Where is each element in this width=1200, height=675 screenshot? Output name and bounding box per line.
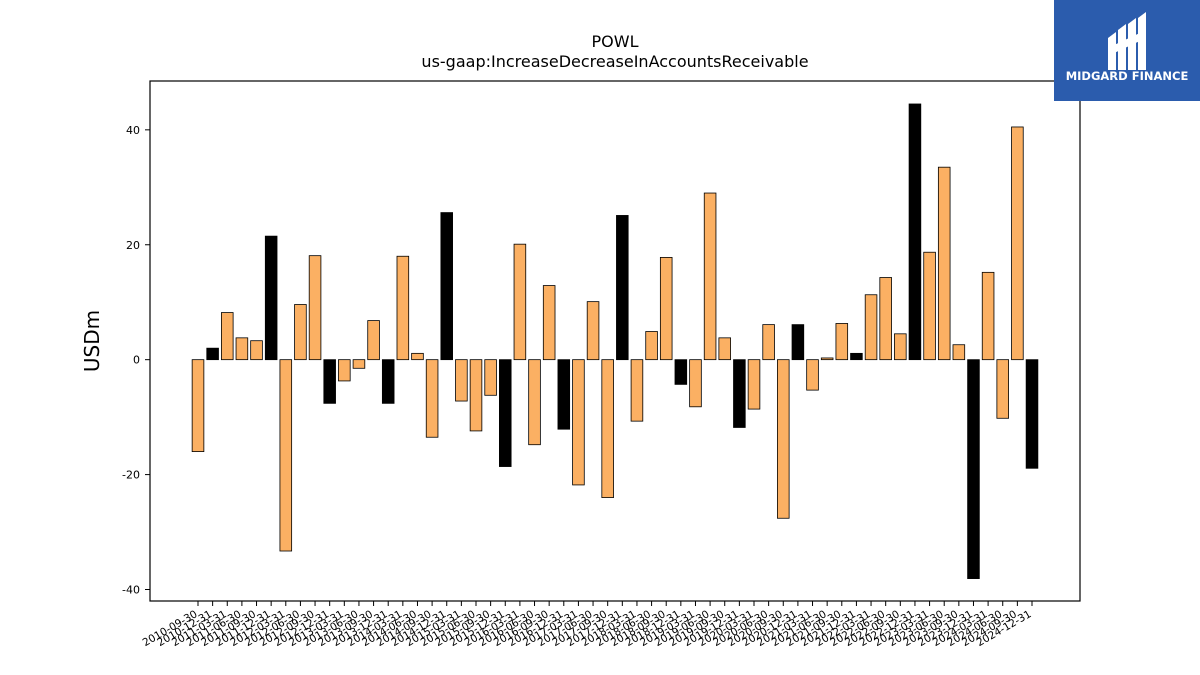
bar-2022-06-30 (879, 277, 892, 361)
midgard-finance-logo: MIDGARD FINANCE (1054, 0, 1200, 101)
y-tick-label: 0 (133, 354, 140, 367)
bar-2019-03-31 (689, 359, 702, 408)
bar-2013-09-30 (367, 320, 380, 361)
chart-subtitle: us-gaap:IncreaseDecreaseInAccountsReceiv… (421, 52, 809, 71)
bar-2012-03-31 (279, 359, 293, 552)
bar-2019-12-31 (733, 359, 746, 428)
bar-2015-09-30 (484, 359, 497, 396)
y-tick-label: 40 (126, 124, 140, 137)
bar-2012-09-30 (308, 255, 322, 361)
bar-2022-09-30 (894, 333, 907, 361)
bar-2023-12-31 (967, 359, 980, 579)
bar-2017-12-31 (616, 215, 629, 361)
bar-2018-03-31 (630, 359, 644, 422)
bar-2023-06-30 (937, 166, 951, 361)
y-tick-label: -40 (122, 584, 140, 597)
bar-2023-03-31 (923, 251, 936, 361)
bar-2017-09-30 (601, 359, 614, 498)
bar-2020-06-30 (762, 324, 775, 361)
bar-2012-06-30 (294, 304, 307, 361)
bar-2022-12-31 (908, 103, 922, 361)
bar-2019-06-30 (703, 192, 717, 361)
bar-2020-12-31 (791, 324, 805, 361)
bar-2012-12-31 (323, 359, 336, 404)
bar-2010-09-30 (191, 359, 205, 453)
bar-2024-03-31 (981, 271, 995, 361)
bar-2018-09-30 (659, 256, 673, 361)
x-axis: 2010-09-302010-12-312011-03-312011-06-30… (141, 601, 1034, 649)
bar-2011-09-30 (250, 340, 263, 361)
bar-2018-12-31 (674, 359, 688, 385)
bar-2020-09-30 (777, 359, 790, 519)
bar-2017-06-30 (586, 301, 600, 361)
bar-2024-09-30 (1011, 126, 1024, 361)
y-tick-label: -20 (122, 469, 140, 482)
bar-2016-12-31 (557, 359, 571, 430)
bar-2018-06-30 (645, 331, 658, 361)
bar-2021-06-30 (820, 357, 834, 361)
bar-2010-12-31 (206, 347, 219, 361)
bar-2015-12-31 (499, 359, 512, 467)
bars-group (191, 103, 1039, 579)
bar-2021-03-31 (806, 359, 819, 391)
bar-2013-06-30 (352, 359, 366, 369)
bar-2014-06-30 (411, 352, 424, 361)
midgard-logo-icon: MIDGARD FINANCE (1054, 0, 1200, 101)
bar-2016-06-30 (528, 359, 541, 446)
bar-2015-06-30 (469, 359, 483, 432)
chart-title: POWL (591, 32, 639, 51)
logo-text: MIDGARD FINANCE (1066, 69, 1189, 83)
bar-2016-09-30 (542, 285, 556, 361)
plot-area (149, 80, 1081, 602)
bar-2017-03-31 (572, 359, 585, 486)
bar-2013-12-31 (381, 359, 395, 404)
bar-2020-03-31 (747, 359, 761, 410)
bar-2015-03-31 (455, 359, 468, 402)
bar-2021-09-30 (835, 323, 849, 361)
y-axis: -40 -20 0 20 40 (122, 124, 150, 597)
bar-2023-09-30 (952, 344, 966, 361)
bar-2024-06-30 (996, 359, 1009, 419)
bar-2016-03-31 (513, 243, 527, 361)
bar-2021-12-31 (850, 352, 863, 361)
bar-2014-09-30 (425, 359, 439, 438)
bar-2011-12-31 (264, 235, 278, 361)
bar-2014-03-31 (396, 255, 410, 361)
bar-2014-12-31 (440, 212, 453, 361)
bar-2011-03-31 (221, 312, 234, 361)
bar-2013-03-31 (338, 359, 351, 382)
y-tick-label: 20 (126, 239, 140, 252)
y-axis-label: USDm (80, 310, 104, 372)
bar-2011-06-30 (235, 337, 249, 361)
bar-2019-09-30 (718, 337, 731, 361)
bar-2024-12-31 (1025, 359, 1039, 469)
bar-2022-03-31 (864, 294, 878, 361)
